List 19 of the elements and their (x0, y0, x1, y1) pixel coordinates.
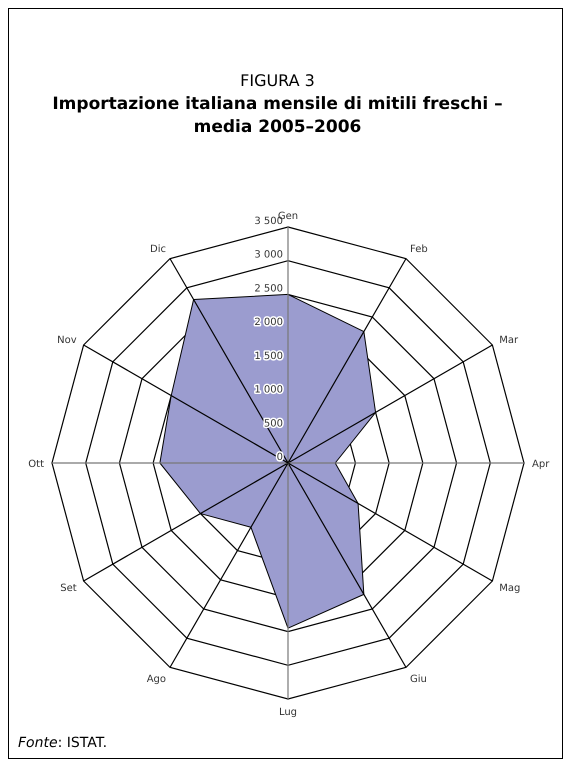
y-tick-label: 2 000 (254, 317, 283, 328)
spoke-label: Mar (499, 335, 520, 346)
spoke-label: Apr (532, 459, 550, 470)
spoke-label: Lug (278, 707, 298, 718)
y-tick-label: 1 500 (254, 350, 283, 362)
spoke-label: Mag (499, 583, 520, 594)
spoke-label: Set (60, 583, 77, 594)
y-tick-label: 3 000 (254, 250, 283, 261)
spoke-label: Ago (146, 674, 166, 685)
spoke-label: Nov (57, 335, 77, 346)
y-tick-label: 2 500 (254, 283, 283, 294)
y-tick-label: 1 000 (254, 384, 283, 396)
spoke-label: Giu (410, 674, 427, 685)
spoke-label: Feb (410, 244, 428, 256)
spoke-label: Dic (150, 244, 166, 256)
spoke-label: Ott (28, 459, 44, 470)
source-note: Fonte: ISTAT. (18, 735, 108, 751)
chart-subtitle: Importazione italiana mensile di mitili freschi – media 2005–2006 (52, 94, 503, 137)
chart-title: FIGURA 3 (240, 71, 315, 90)
